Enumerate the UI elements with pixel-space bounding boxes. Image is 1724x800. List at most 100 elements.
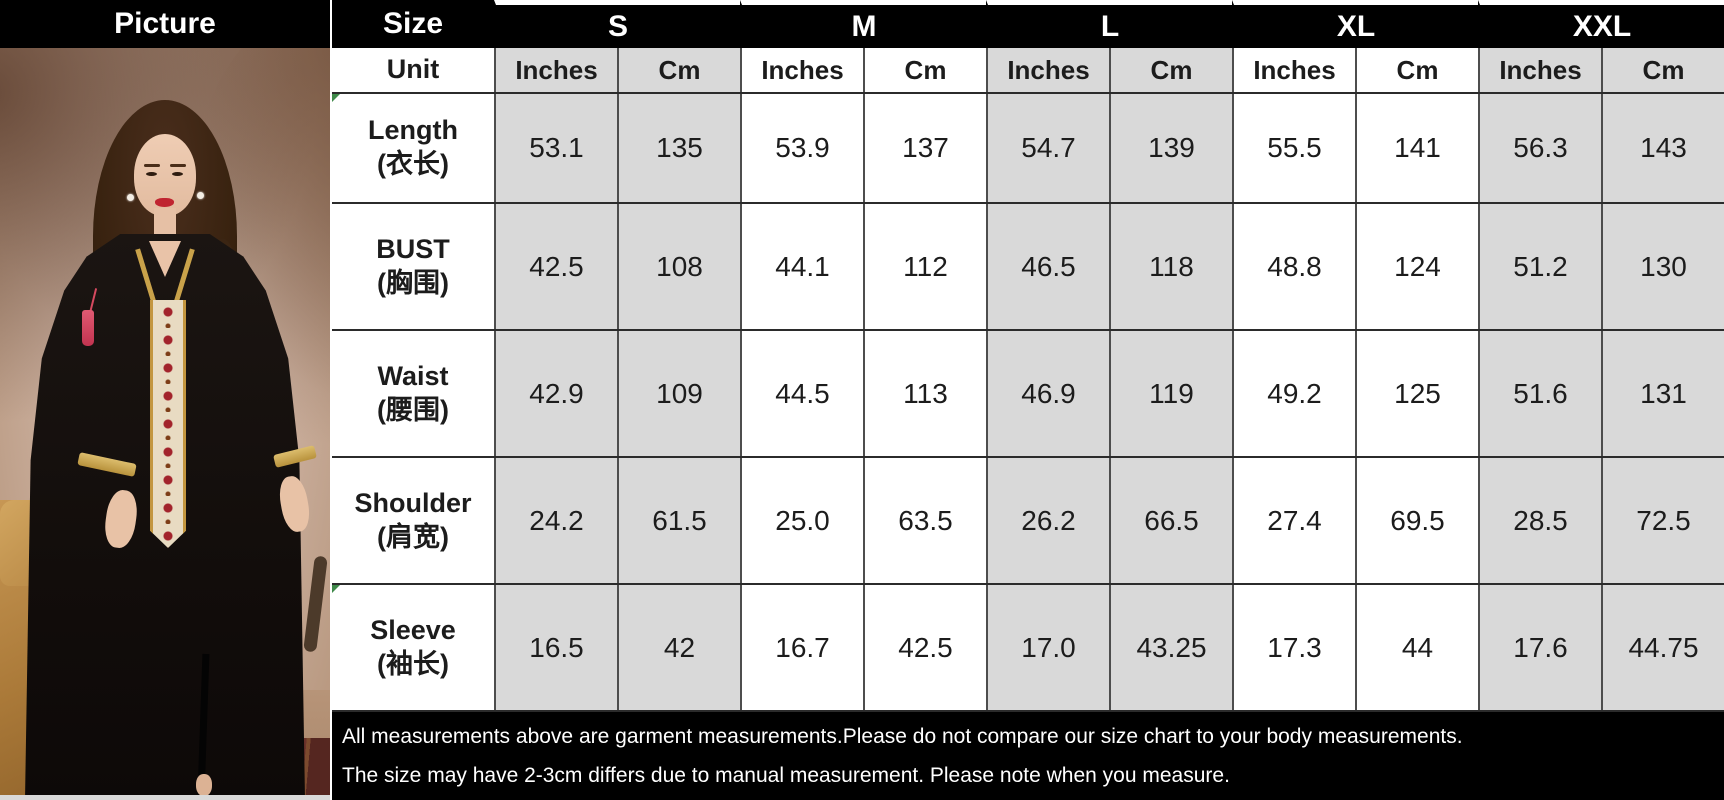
eyebrow-right [170,164,186,167]
measurement-label: Shoulder (肩宽) [332,458,494,583]
size-header-l: L [986,0,1232,48]
measurement-value-cell: 17.6 [1478,585,1601,710]
measurement-value-cell: 28.5 [1478,458,1601,583]
size-table: Size S M L XL XXL Unit Inches Cm Inches Cm I… [330,0,1724,800]
picture-header: Picture [0,0,330,48]
measurement-name-en: Shoulder [354,487,472,518]
measurement-name-zh: (胸围) [377,267,449,298]
measurement-value-cell: 118 [1109,204,1232,329]
measurement-name-en: Length [368,115,458,146]
measurement-label: Length (衣长) [332,94,494,202]
picture-header-label: Picture [114,7,216,40]
pink-tassel [82,310,94,346]
measurement-name-zh: (肩宽) [377,521,449,552]
measurement-row: Sleeve (袖长) 16.5 42 16.7 42.5 17.0 43.25 17.3 44 1… [332,585,1724,712]
measurement-value-cell: 24.2 [494,458,617,583]
embroidered-front-panel [150,300,186,548]
unit-cell: Inches [986,48,1109,92]
photo-bottom-strip [0,795,330,800]
size-header-xl: XL [1232,0,1478,48]
chair-leg [303,555,328,653]
measurement-value-cell: 53.9 [740,94,863,202]
measurement-value-cell: 113 [863,331,986,456]
measurement-value-cell: 26.2 [986,458,1109,583]
measurement-value-cell: 119 [1109,331,1232,456]
measurement-value-cell: 124 [1355,204,1478,329]
measurement-value-cell: 54.7 [986,94,1109,202]
product-photo [0,48,330,800]
measurement-value-cell: 53.1 [494,94,617,202]
measurement-row: Shoulder (肩宽) 24.2 61.5 25.0 63.5 26.2 66.5 27.4… [332,458,1724,585]
measurement-value-cell: 44.75 [1601,585,1724,710]
measurement-value-cell: 135 [617,94,740,202]
size-header-m: M [740,0,986,48]
measurement-label: Sleeve (袖长) [332,585,494,710]
measurement-name-en: BUST [376,233,450,264]
earring-left [127,194,134,201]
measurement-row: Waist (腰围) 42.9 109 44.5 113 46.9 119 49.2 125 51.… [332,331,1724,458]
measurement-value-cell: 42.9 [494,331,617,456]
measurement-value-cell: 72.5 [1601,458,1724,583]
neck [154,208,176,238]
measurement-value-cell: 109 [617,331,740,456]
unit-cell: Inches [494,48,617,92]
measurement-value-cell: 17.3 [1232,585,1355,710]
measurement-value-cell: 63.5 [863,458,986,583]
size-header-s: S [494,0,740,48]
foot [196,774,212,796]
measurement-value-cell: 139 [1109,94,1232,202]
measurement-value-cell: 143 [1601,94,1724,202]
measurement-value-cell: 125 [1355,331,1478,456]
measurement-value-cell: 141 [1355,94,1478,202]
picture-column: Picture [0,0,330,800]
size-header-label: Size [332,0,494,48]
measurement-value-cell: 66.5 [1109,458,1232,583]
unit-cell: Cm [1601,48,1724,92]
measurement-value-cell: 42 [617,585,740,710]
measurement-value-cell: 130 [1601,204,1724,329]
measurement-value-cell: 55.5 [1232,94,1355,202]
unit-cell: Cm [1109,48,1232,92]
measurement-value-cell: 46.9 [986,331,1109,456]
eye-left [146,172,157,176]
measurement-value-cell: 17.0 [986,585,1109,710]
measurement-value-cell: 16.7 [740,585,863,710]
measurement-name-en: Sleeve [370,614,456,645]
measurement-value-cell: 42.5 [494,204,617,329]
unit-row: Unit Inches Cm Inches Cm Inches Cm Inches Cm Inc… [332,48,1724,94]
measurement-value-cell: 46.5 [986,204,1109,329]
unit-cell: Inches [740,48,863,92]
unit-cell: Inches [1478,48,1601,92]
measurement-value-cell: 44 [1355,585,1478,710]
measurement-value-cell: 44.5 [740,331,863,456]
cell-corner-mark [332,94,340,102]
measurement-value-cell: 108 [617,204,740,329]
size-header-row: Size S M L XL XXL [332,0,1724,48]
measurement-value-cell: 42.5 [863,585,986,710]
cell-corner-mark [332,585,340,593]
footnotes: All measurements above are garment measu… [332,712,1724,800]
measurement-value-cell: 27.4 [1232,458,1355,583]
measurement-row: Length (衣长) 53.1 135 53.9 137 54.7 139 55.5 141 56… [332,94,1724,204]
measurement-value-cell: 43.25 [1109,585,1232,710]
measurement-label: BUST (胸围) [332,204,494,329]
unit-cell: Cm [617,48,740,92]
footnote-line-1: All measurements above are garment measu… [342,725,1463,749]
measurement-value-cell: 112 [863,204,986,329]
footnote-line-2: The size may have 2-3cm differs due to m… [342,763,1230,787]
unit-cell: Inches [1232,48,1355,92]
measurement-row: BUST (胸围) 42.5 108 44.1 112 46.5 118 48.8 124 51.2… [332,204,1724,331]
eyebrow-left [144,164,160,167]
measurement-value-cell: 61.5 [617,458,740,583]
measurement-name-en: Waist [377,360,449,391]
eye-right [172,172,183,176]
measurement-value-cell: 44.1 [740,204,863,329]
measurement-value-cell: 137 [863,94,986,202]
earring-right [197,192,204,199]
measurement-name-zh: (袖长) [377,648,449,679]
lips [155,198,174,207]
unit-cell: Cm [863,48,986,92]
measurement-label: Waist (腰围) [332,331,494,456]
measurement-value-cell: 51.6 [1478,331,1601,456]
